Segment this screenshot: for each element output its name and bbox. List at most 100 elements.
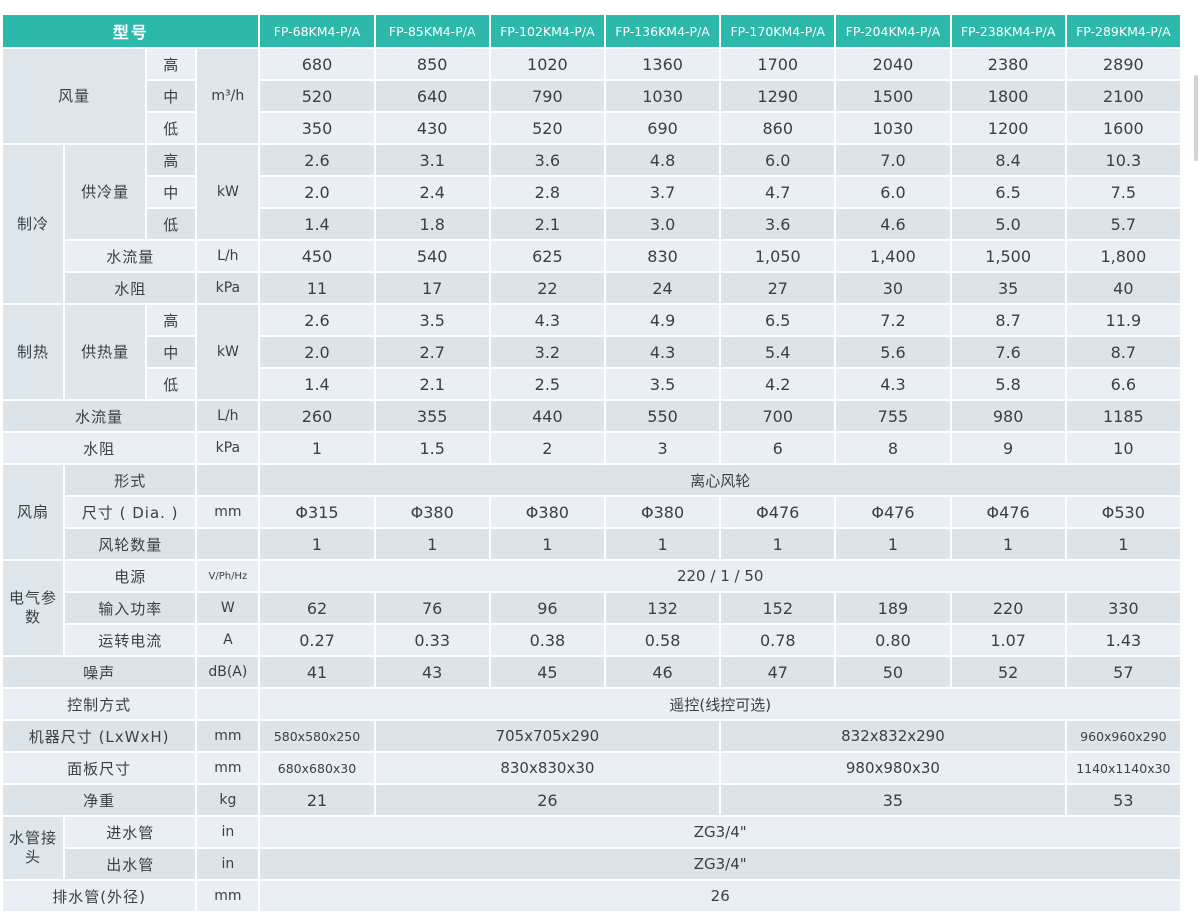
unit-label: kg	[197, 785, 259, 815]
table-row: 低 1.4 2.1 2.5 3.5 4.2 4.3 5.8 6.6	[3, 369, 1180, 399]
value-cell: 3.0	[605, 209, 720, 239]
value-cell: 1,500	[951, 241, 1065, 271]
value-cell: 1800	[951, 81, 1065, 111]
value-cell: Φ380	[605, 497, 720, 527]
unit-label: kPa	[197, 273, 259, 303]
value-cell: 11	[260, 273, 374, 303]
table-row: 中 2.0 2.4 2.8 3.7 4.7 6.0 6.5 7.5	[3, 177, 1180, 207]
value-cell: Φ530	[1066, 497, 1180, 527]
input-power-label: 输入功率	[65, 593, 196, 623]
speed-label: 中	[147, 337, 196, 367]
value-cell: 22	[490, 273, 604, 303]
value-cell: 430	[375, 113, 489, 143]
control-mode-value: 遥控(线控可选)	[260, 689, 1180, 719]
value-cell: 47	[721, 657, 835, 687]
table-row: 制冷 供冷量 高 kW 2.6 3.1 3.6 4.8 6.0 7.0 8.4 …	[3, 145, 1180, 303]
value-cell: 680x680x30	[260, 753, 374, 783]
electrical-group-label: 电气参数	[3, 561, 64, 655]
value-cell: 960x960x290	[1066, 721, 1180, 751]
value-cell: 520	[260, 81, 374, 111]
value-cell: 35	[721, 785, 1065, 815]
running-current-label: 运转电流	[65, 625, 196, 655]
unit-label: m³/h	[197, 49, 259, 143]
value-cell: 540	[375, 241, 489, 271]
value-cell: 0.38	[490, 625, 604, 655]
value-cell: 220	[951, 593, 1065, 623]
value-cell: 1.4	[260, 369, 374, 399]
value-cell: 350	[260, 113, 374, 143]
value-cell: 24	[605, 273, 720, 303]
heating-waterres-label: 水阻	[3, 433, 196, 463]
heating-group-label: 制热	[3, 305, 64, 399]
value-cell: 6.0	[721, 145, 835, 175]
value-cell: 2.7	[375, 337, 489, 367]
noise-label: 噪声	[3, 657, 196, 687]
value-cell: 0.33	[375, 625, 489, 655]
value-cell: 440	[490, 401, 604, 431]
table-row: 尺寸 ( Dia. ) mm Φ315 Φ380 Φ380 Φ380 Φ476 …	[3, 497, 1180, 527]
value-cell: 9	[951, 433, 1065, 463]
value-cell: 8	[836, 433, 950, 463]
power-supply-value: 220 / 1 / 50	[260, 561, 1180, 591]
value-cell: 1	[490, 529, 604, 559]
value-cell: 1,400	[836, 241, 950, 271]
value-cell: 132	[605, 593, 720, 623]
outlet-pipe-value: ZG3/4"	[260, 849, 1180, 879]
value-cell: 1	[951, 529, 1065, 559]
value-cell: 2.6	[260, 145, 374, 175]
table-row: 出水管 in ZG3/4"	[3, 849, 1180, 879]
value-cell: 3.7	[605, 177, 720, 207]
unit-label: in	[197, 849, 259, 879]
unit-label: L/h	[197, 401, 259, 431]
table-row: 净重 kg 21 26 35 53	[3, 785, 1180, 815]
model-header-label: 型号	[3, 15, 259, 47]
model-column-header: FP-204KM4-P/A	[836, 15, 950, 47]
value-cell: 1030	[836, 113, 950, 143]
value-cell: 520	[490, 113, 604, 143]
cooling-capacity-label: 供冷量	[65, 145, 146, 239]
value-cell: 3.6	[721, 209, 835, 239]
value-cell: 27	[721, 273, 835, 303]
value-cell: 1.8	[375, 209, 489, 239]
value-cell: 4.7	[721, 177, 835, 207]
value-cell: 5.0	[951, 209, 1065, 239]
value-cell: Φ476	[721, 497, 835, 527]
value-cell: 4.6	[836, 209, 950, 239]
table-row: 水流量 L/h 450 540 625 830 1,050 1,400 1,50…	[3, 241, 1180, 271]
value-cell: 2.4	[375, 177, 489, 207]
value-cell: 10	[1066, 433, 1180, 463]
value-cell: 4.3	[605, 337, 720, 367]
value-cell: 3.1	[375, 145, 489, 175]
speed-label: 中	[147, 177, 196, 207]
table-row: 风轮数量 1 1 1 1 1 1 1 1	[3, 529, 1180, 559]
unit-label: mm	[197, 753, 259, 783]
scrollbar[interactable]	[1194, 75, 1198, 161]
table-row: 排水管(外径) mm 26	[3, 881, 1180, 911]
unit-label: mm	[197, 881, 259, 911]
unit-label: dB(A)	[197, 657, 259, 687]
value-cell: 2.6	[260, 305, 374, 335]
cooling-group-label: 制冷	[3, 145, 64, 303]
drain-pipe-label: 排水管(外径)	[3, 881, 196, 911]
value-cell: 680	[260, 49, 374, 79]
value-cell: 41	[260, 657, 374, 687]
value-cell: 1700	[721, 49, 835, 79]
value-cell: 1500	[836, 81, 950, 111]
unit-size-label: 机器尺寸 (LxWxH)	[3, 721, 196, 751]
value-cell: 8.7	[951, 305, 1065, 335]
value-cell: 1.4	[260, 209, 374, 239]
model-column-header: FP-68KM4-P/A	[260, 15, 374, 47]
value-cell: 2.0	[260, 337, 374, 367]
table-row: 水流量 L/h 260 355 440 550 700 755 980 1185	[3, 401, 1180, 431]
value-cell: 4.3	[836, 369, 950, 399]
value-cell: 2040	[836, 49, 950, 79]
unit-label: V/Ph/Hz	[197, 561, 259, 591]
table-row: 面板尺寸 mm 680x680x30 830x830x30 980x980x30…	[3, 753, 1180, 783]
value-cell: 1	[605, 529, 720, 559]
fan-group-label: 风扇	[3, 465, 64, 559]
table-row: 电气参数 电源 V/Ph/Hz 220 / 1 / 50	[3, 561, 1180, 655]
table-row: 机器尺寸 (LxWxH) mm 580x580x250 705x705x290 …	[3, 721, 1180, 751]
table-row: 低 1.4 1.8 2.1 3.0 3.6 4.6 5.0 5.7	[3, 209, 1180, 239]
value-cell: Φ315	[260, 497, 374, 527]
value-cell: 30	[836, 273, 950, 303]
